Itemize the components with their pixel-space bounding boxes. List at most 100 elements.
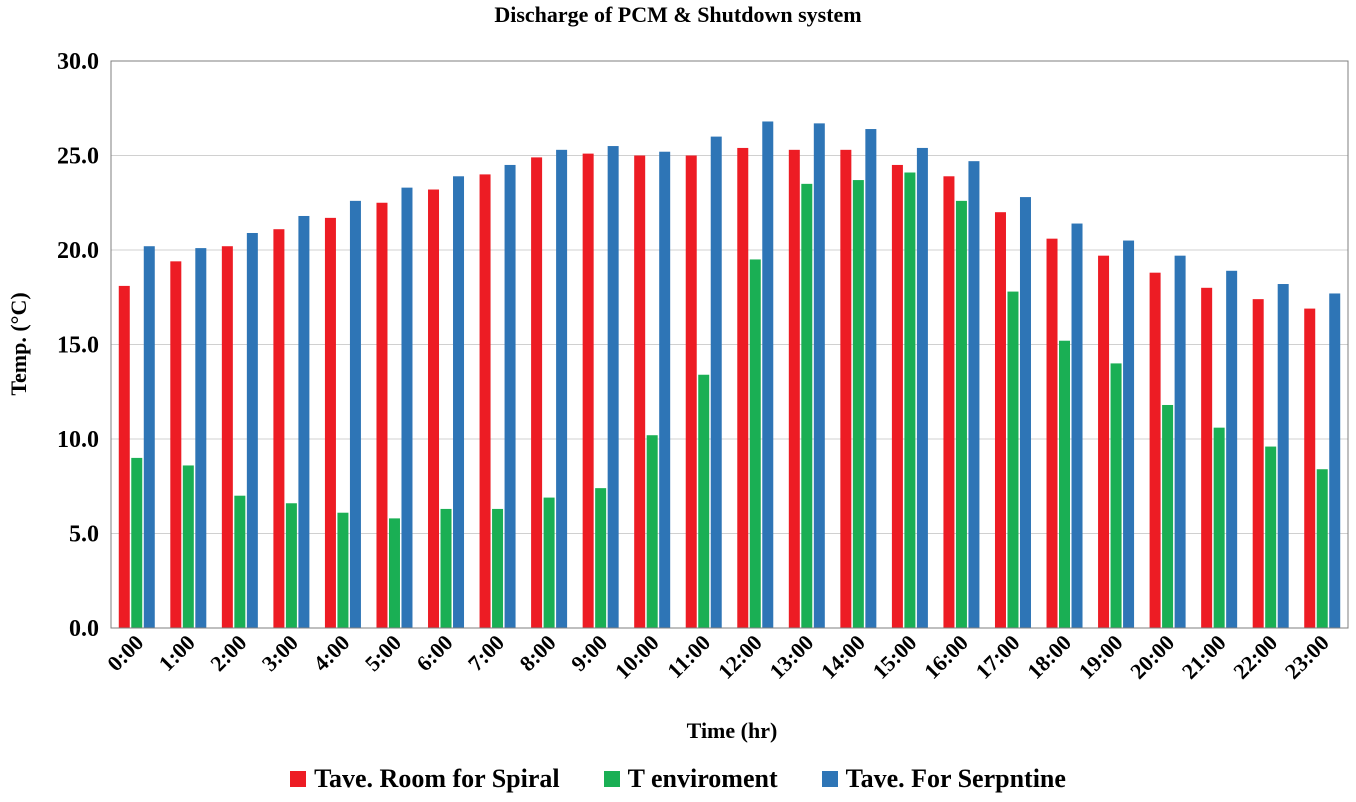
bar-series-0-5:00 [376,202,388,628]
bar-series-0-0:00 [118,285,130,628]
plot-area-border [110,60,1349,629]
legend-swatch [821,771,838,787]
y-tick-label: 20.0 [57,238,99,264]
bar-chart: 0.0 5.0 10.0 15.0 20.0 25.0 30.0 0:00 1:00 2:00 3… [6,49,1349,743]
legend-item: Tave. For Serpntine [821,764,1066,794]
bar-series-2-9:00 [607,146,619,629]
x-tick-label: 23:00 [1280,630,1334,684]
bar-series-1-11:00 [698,374,710,628]
bar-series-2-3:00 [298,215,310,629]
bar-series-0-21:00 [1201,287,1213,628]
bar-series-0-10:00 [634,155,646,628]
bar-series-0-13:00 [788,149,800,628]
bar-series-1-20:00 [1162,404,1174,628]
x-tick-label: 9:00 [566,630,612,676]
bar-series-0-20:00 [1149,272,1161,628]
x-tick-label: 3:00 [257,630,303,676]
legend-swatch [290,771,307,787]
gridlines [111,155,1348,534]
bar-series-1-14:00 [852,180,864,628]
x-tick-label: 11:00 [662,630,715,683]
bar-series-2-7:00 [504,164,516,628]
bar-series-0-22:00 [1252,299,1264,628]
bar-series-2-21:00 [1226,270,1238,628]
bar-series-2-1:00 [195,248,207,629]
bar-series-1-8:00 [543,497,555,628]
bar-series-1-21:00 [1213,427,1225,628]
bar-series-2-4:00 [349,200,361,629]
bar-series-2-14:00 [865,129,877,629]
bar-series-1-13:00 [801,183,813,628]
bar-series-1-3:00 [285,503,297,628]
y-axis-label: Temp. (°C) [6,292,31,395]
chart-title: Discharge of PCM & Shutdown system [494,2,862,27]
bar-series-0-11:00 [685,155,697,628]
bar-series-2-22:00 [1277,284,1289,628]
legend-item: T enviroment [603,764,778,794]
bar-series-0-6:00 [428,189,440,628]
x-tick-label: 1:00 [154,630,200,676]
bar-series-2-17:00 [1019,197,1031,628]
x-tick-label: 21:00 [1177,630,1231,684]
legend-item: Tave. Room for Spiral [290,764,560,794]
bar-series-1-16:00 [955,200,967,629]
x-tick-label: 4:00 [308,630,354,676]
bar-series-0-2:00 [221,246,233,628]
x-tick-label: 6:00 [411,630,457,676]
bar-series-1-1:00 [182,465,194,628]
x-tick-label: 12:00 [713,630,767,684]
bar-series-1-0:00 [131,457,143,628]
x-tick-label: 8:00 [514,630,560,676]
y-axis-ticks: 0.0 5.0 10.0 15.0 20.0 25.0 30.0 [57,49,99,642]
bar-series-1-12:00 [749,259,761,628]
bar-series-1-2:00 [234,495,246,628]
bar-series-1-5:00 [388,518,400,628]
bar-series-0-14:00 [840,149,852,628]
bar-series-1-23:00 [1316,469,1328,628]
bar-series-1-10:00 [646,435,658,628]
bar-series-2-11:00 [710,136,722,628]
bar-series-0-15:00 [891,164,903,628]
bar-series-0-12:00 [737,147,749,628]
legend-swatch [603,771,620,787]
bar-series-0-3:00 [273,229,285,628]
bar-series-2-6:00 [453,176,465,629]
bar-series-1-18:00 [1059,340,1071,628]
x-tick-label: 14:00 [816,630,870,684]
bar-series-2-13:00 [813,123,825,629]
bar-series-0-18:00 [1046,238,1058,628]
x-tick-label: 16:00 [919,630,973,684]
bar-series-0-19:00 [1098,255,1110,629]
bar-series-0-1:00 [170,261,182,628]
bar-series-1-4:00 [337,512,349,628]
bar-series-1-19:00 [1110,363,1122,628]
legend-label: Tave. For Serpntine [845,764,1066,793]
bar-series-0-17:00 [994,212,1006,628]
bar-series-0-23:00 [1304,308,1316,628]
bar-series-1-9:00 [595,488,607,628]
x-tick-label: 2:00 [205,630,251,676]
bar-series-2-12:00 [762,121,774,628]
bar-series-2-5:00 [401,187,413,628]
bar-series-1-15:00 [904,172,916,628]
bar-series-2-2:00 [246,232,258,629]
bar-series-2-16:00 [968,161,980,629]
x-tick-label: 19:00 [1074,630,1128,684]
x-axis-label: Time (hr) [687,718,778,743]
bar-series-2-15:00 [916,147,928,628]
bar-series-1-17:00 [1007,291,1019,628]
bar-series-1-6:00 [440,508,452,628]
bar-series-2-8:00 [556,149,568,628]
x-tick-label: 18:00 [1022,630,1076,684]
bar-series-0-8:00 [531,157,543,628]
x-tick-label: 5:00 [360,630,406,676]
legend: Tave. Room for Spiral T enviroment Tave. F… [0,764,1356,794]
bar-series-1-7:00 [492,508,504,628]
legend-label: T enviroment [627,764,778,793]
y-tick-label: 0.0 [69,616,99,642]
y-tick-label: 30.0 [57,49,99,75]
bar-series-2-23:00 [1329,293,1341,628]
y-tick-label: 5.0 [69,522,99,548]
x-tick-label: 13:00 [764,630,818,684]
bar-series-2-0:00 [143,246,155,628]
